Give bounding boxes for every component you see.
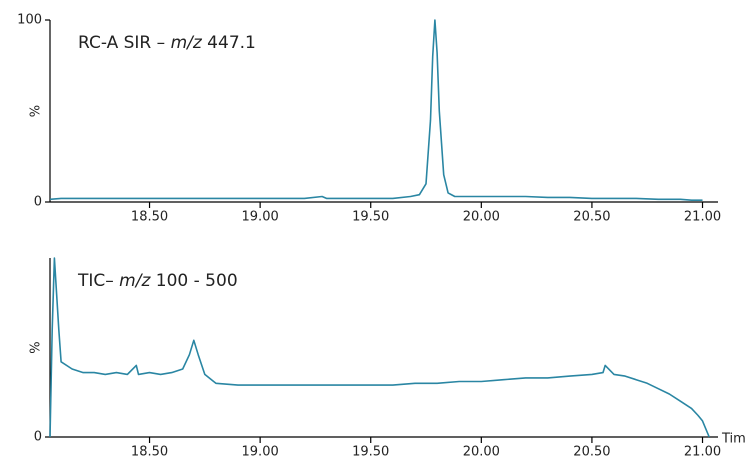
title-part: m/z — [171, 33, 203, 53]
title-part: m/z — [119, 271, 151, 291]
x-tick-label: 19.50 — [352, 210, 389, 225]
x-tick-label: 21.00 — [684, 210, 721, 225]
x-tick-label: 19.00 — [242, 445, 279, 460]
x-tick-label: 20.50 — [573, 445, 610, 460]
x-tick-label: 21.00 — [684, 445, 721, 460]
x-tick-label: 19.00 — [242, 210, 279, 225]
x-tick-label: 20.50 — [573, 210, 610, 225]
title-part: TIC– — [77, 271, 119, 291]
panel-title: TIC– m/z 100 - 500 — [77, 271, 238, 291]
y-axis-label: % — [29, 105, 44, 117]
x-tick-label: 20.00 — [463, 445, 500, 460]
x-tick-label: 18.50 — [131, 445, 168, 460]
panel-title: RC-A SIR – m/z 447.1 — [78, 33, 256, 53]
title-part: 100 - 500 — [150, 271, 237, 291]
trace-line — [49, 19, 703, 201]
x-tick-label: 20.00 — [463, 210, 500, 225]
x-axis-label: Time — [721, 432, 745, 447]
y-tick-label: 100 — [17, 13, 42, 28]
x-tick-label: 18.50 — [131, 210, 168, 225]
trace-line — [49, 257, 710, 438]
x-tick-label: 19.50 — [352, 445, 389, 460]
title-part: RC-A SIR – — [78, 33, 171, 53]
y-tick-label: 0 — [34, 195, 42, 210]
title-part: 447.1 — [202, 33, 256, 53]
y-tick-label: 0 — [34, 430, 42, 445]
y-axis-label: % — [29, 341, 44, 353]
